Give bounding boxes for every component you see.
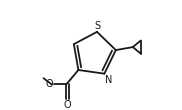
Text: O: O [64,100,71,110]
Text: N: N [106,75,113,85]
Text: O: O [46,79,53,89]
Text: S: S [94,21,100,31]
